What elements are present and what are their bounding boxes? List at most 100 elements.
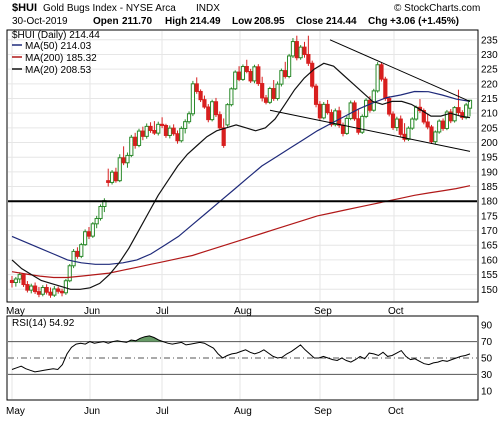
rsi-month-label: Oct [388, 406, 404, 417]
candle-up [333, 110, 338, 126]
candle-up [414, 106, 419, 120]
candle-down [148, 125, 153, 131]
rsi-axis: May Jun Jul Aug Sep Oct 10 30 50 70 90 [6, 321, 493, 417]
candle-down [86, 231, 92, 237]
candle-up [117, 157, 122, 182]
candle-up [360, 115, 365, 133]
candle-down [260, 83, 265, 99]
rsi-tick-label: 50 [481, 354, 493, 365]
price-tick-label: 185 [481, 182, 498, 193]
candle-down [429, 126, 434, 143]
candle-down [460, 112, 465, 119]
candle-up [40, 287, 45, 295]
price-tick-label: 190 [481, 167, 498, 178]
price-month-label: Jun [84, 306, 100, 317]
candle-down [283, 70, 288, 77]
candle-up [167, 127, 172, 136]
candle-up [83, 231, 88, 246]
rsi-grid [8, 317, 477, 399]
rsi-month-label: Jul [156, 406, 169, 417]
candle-down [236, 71, 242, 80]
index-tag: INDX [196, 3, 220, 14]
candle-up [156, 123, 161, 134]
candle-down [306, 53, 311, 64]
price-tick-label: 175 [481, 211, 498, 222]
candle-up [252, 66, 257, 82]
candle-up [233, 71, 238, 90]
candle-down [217, 114, 222, 129]
candle-down [175, 133, 180, 142]
price-tick-label: 210 [481, 109, 498, 120]
candle-up [52, 288, 57, 296]
candle-down [21, 274, 26, 286]
candle-down [198, 90, 203, 101]
candle-down [244, 66, 249, 73]
candle-down [171, 127, 176, 135]
candle-down [313, 85, 319, 105]
price-tick-label: 235 [481, 35, 498, 46]
candle-down [75, 250, 80, 257]
price-tick-label: 215 [481, 94, 498, 105]
candle-down [271, 88, 276, 99]
candle-down [325, 103, 330, 114]
legend-ma20: MA(20) 208.53 [25, 65, 92, 76]
high-label: High [165, 16, 187, 27]
price-month-label: Jul [156, 306, 169, 317]
candle-down [48, 291, 53, 296]
candle-down [440, 120, 446, 129]
candle-up [17, 274, 22, 280]
rsi-tick-label: 70 [481, 337, 493, 348]
candle-up [279, 70, 284, 85]
price-tick-label: 220 [481, 79, 498, 90]
candle-up [467, 99, 473, 109]
candle-up [98, 206, 103, 220]
candle-up [229, 88, 234, 106]
candle-up [136, 130, 142, 146]
symbol-label: $HUI [12, 2, 37, 14]
upper-trendline [329, 39, 471, 102]
candle-up [394, 118, 399, 129]
low-value: 208.95 [254, 16, 285, 27]
candle-down [379, 64, 384, 80]
candle-up [321, 103, 326, 119]
candle-up [129, 136, 134, 156]
price-month-label: Sep [314, 306, 332, 317]
open-label: Open [93, 16, 119, 27]
candle-down [206, 106, 211, 121]
candle-down [425, 121, 430, 128]
legend-ma200: MA(200) 185.32 [25, 53, 97, 64]
candle-up [275, 83, 280, 100]
candle-down [133, 136, 138, 146]
rsi-marks [11, 335, 471, 373]
price-tick-label: 205 [481, 123, 498, 134]
rsi-tick-label: 30 [481, 370, 493, 381]
candle-up [67, 265, 72, 282]
candle-down [113, 171, 119, 182]
candle-up [298, 46, 303, 59]
candle-up [90, 223, 95, 237]
price-tick-label: 160 [481, 255, 498, 266]
candle-up [210, 101, 215, 121]
candle-down [36, 291, 42, 295]
candle-down [398, 118, 403, 135]
rsi-title: RSI(14) 54.92 [12, 318, 75, 329]
candle-up [375, 64, 380, 92]
price-tick-label: 195 [481, 153, 498, 164]
candle-up [71, 250, 76, 267]
candle-up [29, 285, 34, 291]
lower-trendline [269, 109, 471, 152]
candle-down [160, 123, 165, 127]
price-tick-label: 200 [481, 138, 498, 149]
candle-down [402, 133, 407, 140]
watermark: © StockCharts.com [394, 3, 480, 14]
candle-up [348, 102, 353, 119]
candle-down [263, 97, 269, 103]
legend-ma50: MA(50) 214.03 [25, 41, 92, 52]
candle-down [421, 110, 426, 123]
candle-down [25, 284, 30, 291]
rsi-tick-label: 90 [481, 321, 493, 332]
candle-down [448, 111, 453, 122]
candle-up [186, 113, 192, 123]
rsi-month-label: Jun [84, 406, 100, 417]
